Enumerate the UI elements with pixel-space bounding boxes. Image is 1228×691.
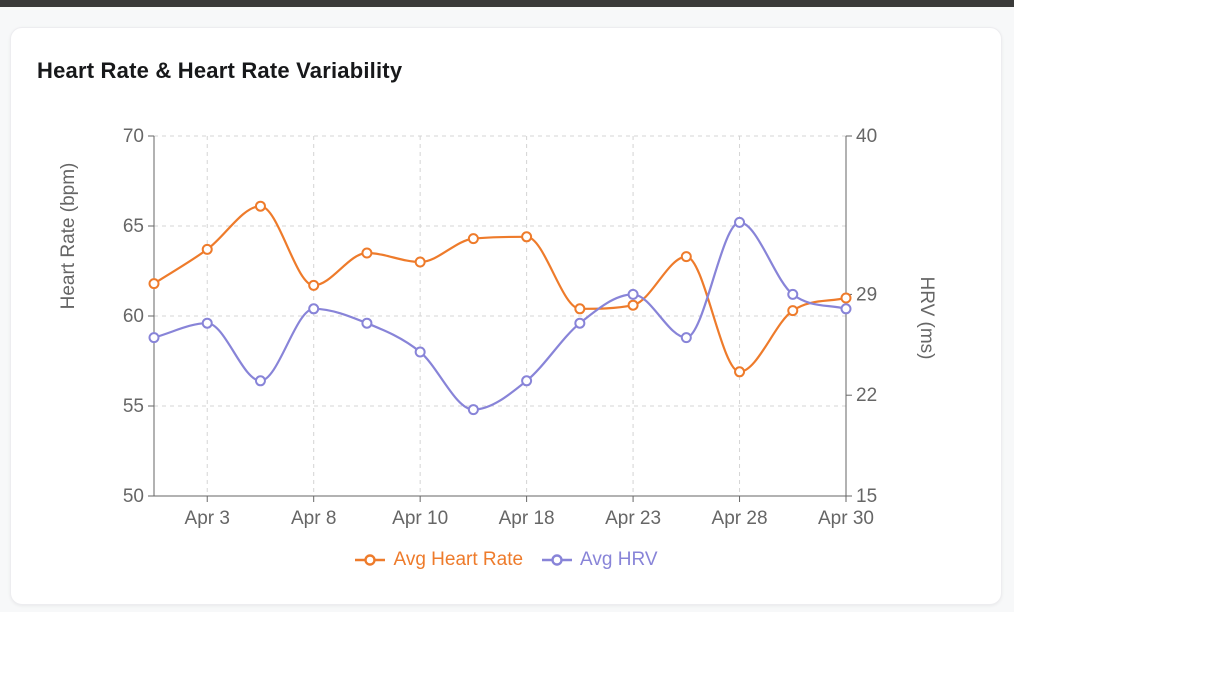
legend-item-avg-heart-rate[interactable]: Avg Heart Rate: [354, 549, 523, 571]
right-axis-tick-label: 22: [856, 385, 877, 406]
data-point-avg-heart-rate: [201, 243, 213, 255]
series-lines: [148, 200, 852, 416]
right-axis-tick-label: 40: [856, 126, 877, 147]
axes: 50 55 60 65 70 15 22 29 40 Apr 3 Apr 8 Apr 10 Apr 18…: [58, 126, 937, 529]
data-point-avg-heart-rate: [521, 231, 533, 243]
legend-label-avg-hrv: Avg HRV: [580, 549, 658, 570]
series-line-avg-heart-rate: [153, 205, 847, 373]
x-axis-tick-label: Apr 3: [185, 508, 230, 529]
left-axis-tick-label: 50: [123, 486, 144, 507]
data-point-avg-hrv: [414, 346, 426, 358]
chart-legend: Avg Heart Rate Avg HRV: [11, 549, 1001, 571]
data-point-avg-hrv: [521, 375, 533, 387]
x-axis-tick-label: Apr 30: [818, 508, 874, 529]
data-point-avg-heart-rate: [680, 251, 692, 263]
data-point-avg-heart-rate: [574, 303, 586, 315]
right-axis-tick-label: 29: [856, 284, 877, 305]
line-chart[interactable]: 50 55 60 65 70 15 22 29 40 Apr 3 Apr 8 Apr 10 Apr 18…: [11, 28, 1003, 606]
data-point-avg-heart-rate: [734, 366, 746, 378]
data-point-avg-hrv: [574, 317, 586, 329]
left-axis-tick-label: 60: [123, 306, 144, 327]
gridlines: [154, 135, 847, 496]
data-point-avg-hrv: [840, 303, 852, 315]
data-point-avg-hrv: [734, 216, 746, 228]
x-axis-tick-label: Apr 8: [291, 508, 336, 529]
chart-title: Heart Rate & Heart Rate Variability: [37, 58, 403, 83]
data-point-avg-hrv: [627, 288, 639, 300]
left-axis-tick-label: 55: [123, 396, 144, 417]
x-axis-tick-label: Apr 10: [392, 508, 448, 529]
right-axis-tick-label: 15: [856, 486, 877, 507]
data-point-avg-heart-rate: [467, 233, 479, 245]
window-top-edge: [0, 0, 1014, 7]
data-point-avg-heart-rate: [627, 299, 639, 311]
legend-label-avg-heart-rate: Avg Heart Rate: [393, 549, 524, 570]
legend-item-avg-hrv[interactable]: Avg HRV: [541, 549, 658, 571]
data-point-avg-hrv: [308, 303, 320, 315]
data-point-avg-heart-rate: [361, 247, 373, 259]
data-point-avg-heart-rate: [308, 279, 320, 291]
data-point-avg-hrv: [148, 332, 160, 344]
data-point-avg-hrv: [361, 317, 373, 329]
data-point-avg-heart-rate: [148, 278, 160, 290]
data-point-avg-heart-rate: [254, 200, 266, 212]
data-point-avg-hrv: [680, 332, 692, 344]
x-axis-tick-label: Apr 18: [499, 508, 555, 529]
data-point-avg-hrv: [787, 288, 799, 300]
right-axis-title: HRV (ms): [916, 276, 937, 359]
left-axis-title: Heart Rate (bpm): [58, 163, 79, 310]
data-point-avg-heart-rate: [414, 256, 426, 268]
left-axis-tick-label: 65: [123, 216, 144, 237]
data-point-avg-hrv: [201, 317, 213, 329]
hrv-line-marker-icon: [542, 554, 573, 566]
data-point-avg-heart-rate: [787, 305, 799, 317]
data-point-avg-hrv: [254, 375, 266, 387]
left-axis-tick-label: 70: [123, 126, 144, 147]
x-axis-tick-label: Apr 23: [605, 508, 661, 529]
chart-card: Heart Rate & Heart Rate Variability 50 55…: [10, 27, 1002, 605]
heart-rate-line-marker-icon: [355, 554, 386, 566]
x-axis-tick-label: Apr 28: [712, 508, 768, 529]
data-point-avg-heart-rate: [840, 292, 852, 304]
data-point-avg-hrv: [467, 404, 479, 416]
